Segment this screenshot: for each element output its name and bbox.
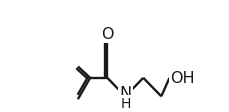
Text: OH: OH xyxy=(170,71,195,86)
Text: H: H xyxy=(120,96,131,110)
Text: O: O xyxy=(101,27,114,42)
Text: N: N xyxy=(119,85,131,100)
